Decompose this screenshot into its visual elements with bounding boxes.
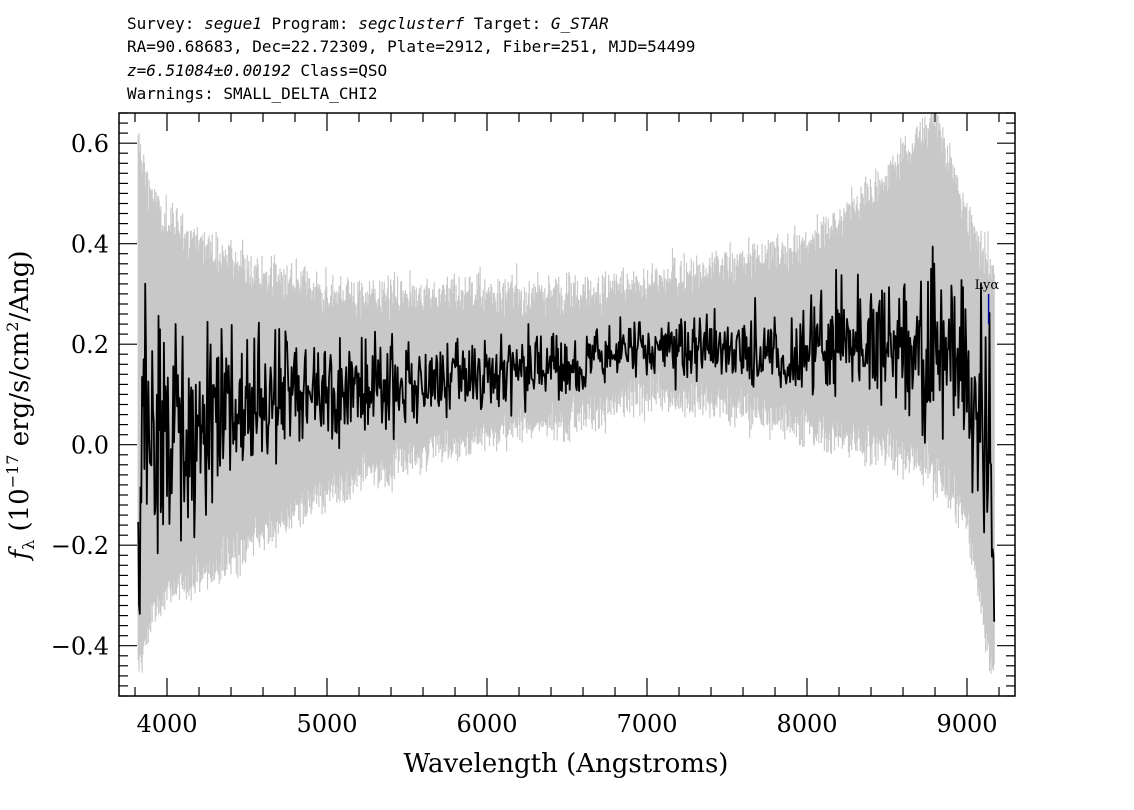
redshift-value: z=6.51084±0.00192 (127, 60, 291, 80)
y-tick-label: −0.4 (51, 633, 109, 661)
y-axis-title-text: fλ (10−17 erg/s/cm2/Ang) (3, 250, 38, 561)
target-label: Target: (464, 14, 551, 33)
x-tick-label: 7000 (616, 710, 677, 738)
y-tick-label: 0.4 (71, 231, 109, 259)
target-value: G_STAR (550, 14, 609, 33)
annotation-layer: Lyα (975, 278, 1000, 325)
x-tick-label: 8000 (776, 710, 837, 738)
axes-layer: 4000 5000 6000 7000 8000 9000 −0.4 −0.2 0.0 0.2 0.… (51, 112, 1016, 738)
program-label: Program: (261, 14, 359, 33)
y-tick-label: −0.2 (51, 532, 109, 560)
header-line-coordinates: RA=90.68683, Dec=22.72309, Plate=2912, F… (127, 37, 696, 57)
x-tick-label: 6000 (456, 710, 517, 738)
header-line-redshift: z=6.51084±0.00192 Class=QSO (127, 59, 695, 82)
y-axis-title: fλ (10−17 erg/s/cm2/Ang) (3, 250, 38, 561)
header-line-warnings: Warnings: SMALL_DELTA_CHI2 (127, 83, 378, 103)
x-tick-label: 9000 (936, 710, 997, 738)
program-value: segclusterf (358, 14, 465, 33)
survey-value: segue1 (204, 14, 262, 33)
x-tick-label: 4000 (136, 710, 197, 738)
class-value: Class=QSO (290, 60, 388, 80)
header-line-survey: Survey: segue1 Program: segclusterf Targ… (127, 12, 695, 35)
survey-label: Survey: (127, 14, 205, 33)
spectrum-header: Survey: segue1 Program: segclusterf Targ… (127, 12, 695, 105)
y-tick-label: 0.0 (71, 432, 109, 460)
flux-line (137, 245, 996, 622)
y-tick-label: 0.6 (71, 130, 109, 158)
x-axis-title: Wavelength (Angstroms) (404, 749, 729, 779)
x-tick-label: 5000 (296, 710, 357, 738)
lya-label: Lyα (975, 278, 1000, 293)
flux-layer (137, 245, 996, 622)
y-tick-label: 0.2 (71, 331, 109, 359)
